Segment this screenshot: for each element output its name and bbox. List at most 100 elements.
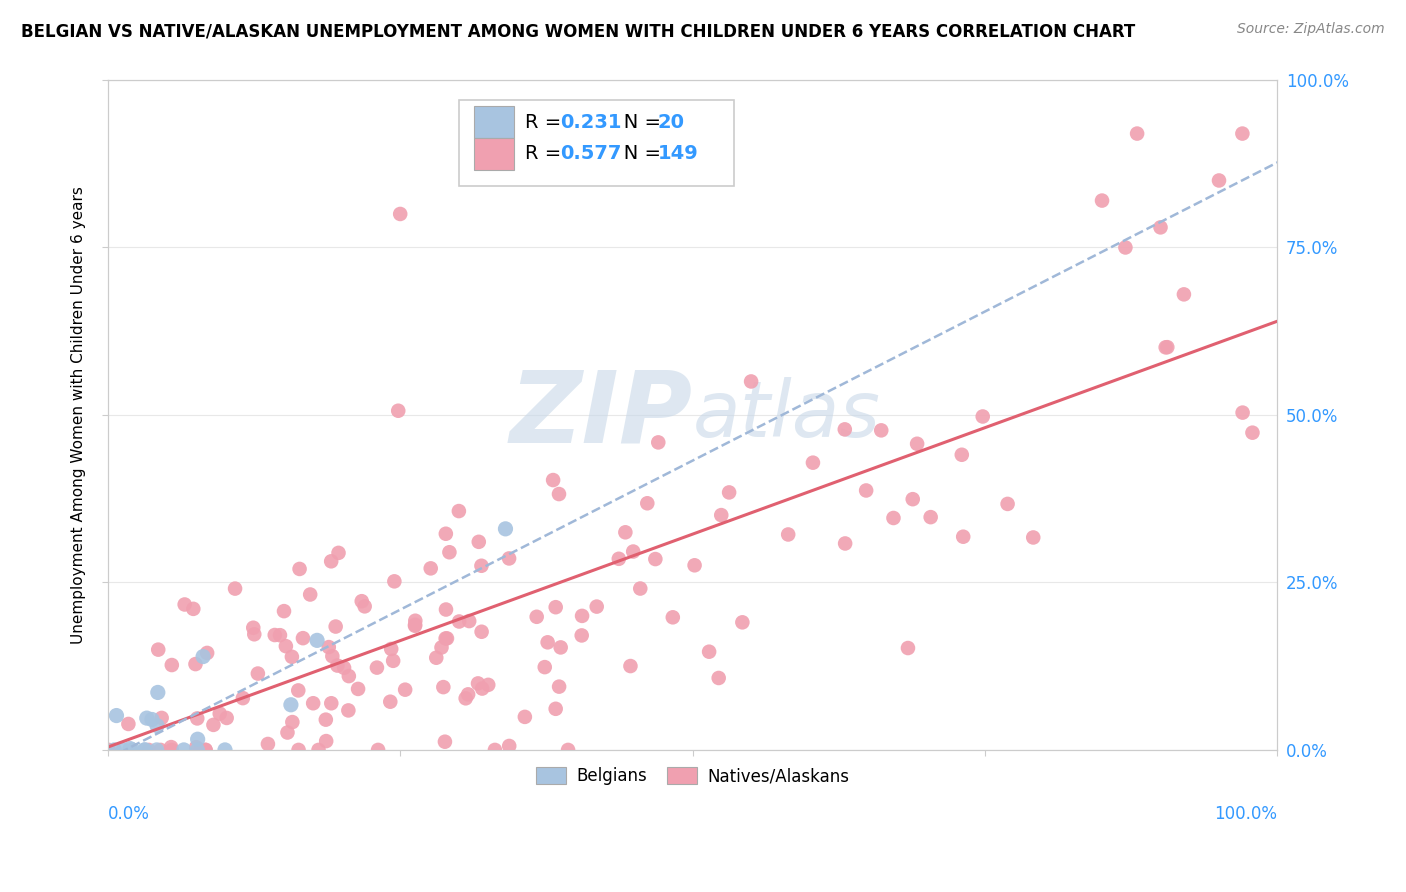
Point — [882, 511, 904, 525]
Point — [134, 743, 156, 757]
Point — [350, 594, 373, 608]
Point — [246, 666, 269, 681]
Point — [353, 599, 375, 614]
FancyBboxPatch shape — [458, 100, 734, 186]
Point — [834, 422, 856, 436]
Point — [1232, 406, 1254, 420]
Point — [1154, 340, 1177, 354]
Point — [321, 554, 343, 568]
Point — [471, 624, 494, 639]
Point — [997, 497, 1019, 511]
Point — [287, 743, 309, 757]
Text: N =: N = — [605, 112, 668, 132]
Point — [215, 711, 238, 725]
Point — [778, 527, 800, 541]
Point — [291, 631, 314, 645]
Point — [194, 743, 217, 757]
FancyBboxPatch shape — [474, 106, 513, 138]
Point — [710, 508, 733, 522]
Point — [302, 696, 325, 710]
Text: 0.577: 0.577 — [561, 145, 621, 163]
Point — [1156, 340, 1178, 354]
Point — [186, 743, 208, 757]
Point — [1232, 127, 1254, 141]
Point — [1149, 220, 1171, 235]
Point — [952, 530, 974, 544]
Point — [513, 710, 536, 724]
Point — [434, 526, 457, 541]
Point — [477, 678, 499, 692]
Point — [526, 609, 548, 624]
Point — [619, 659, 641, 673]
Point — [387, 403, 409, 417]
Point — [901, 492, 924, 507]
Point — [471, 681, 494, 696]
Point — [273, 604, 295, 618]
Point — [315, 734, 337, 748]
Point — [333, 661, 356, 675]
Point — [380, 695, 402, 709]
Text: atlas: atlas — [693, 377, 880, 453]
Point — [548, 487, 571, 501]
Point — [382, 574, 405, 589]
Point — [263, 628, 285, 642]
Point — [404, 619, 426, 633]
Text: 100.0%: 100.0% — [1215, 805, 1278, 823]
Text: N =: N = — [605, 145, 668, 163]
Point — [432, 680, 454, 694]
Point — [187, 732, 209, 747]
Point — [647, 435, 669, 450]
Point — [224, 582, 246, 596]
Point — [389, 207, 412, 221]
Point — [662, 610, 685, 624]
Point — [181, 602, 204, 616]
Point — [287, 683, 309, 698]
Text: BELGIAN VS NATIVE/ALASKAN UNEMPLOYMENT AMONG WOMEN WITH CHILDREN UNDER 6 YEARS C: BELGIAN VS NATIVE/ALASKAN UNEMPLOYMENT A… — [21, 22, 1135, 40]
Point — [731, 615, 754, 630]
Point — [498, 739, 520, 753]
Point — [276, 725, 298, 739]
Point — [636, 496, 658, 510]
Point — [454, 691, 477, 706]
Point — [467, 676, 489, 690]
Point — [328, 546, 350, 560]
Point — [447, 504, 470, 518]
Point — [308, 743, 330, 757]
Point — [173, 598, 195, 612]
Point — [498, 551, 520, 566]
Point — [707, 671, 730, 685]
Point — [307, 633, 329, 648]
Point — [457, 687, 479, 701]
Point — [1173, 287, 1195, 301]
Point — [1241, 425, 1264, 440]
Point — [905, 437, 928, 451]
FancyBboxPatch shape — [474, 137, 513, 169]
Point — [683, 558, 706, 573]
Point — [495, 522, 517, 536]
Point — [614, 525, 637, 540]
Point — [972, 409, 994, 424]
Point — [150, 711, 173, 725]
Point — [367, 743, 389, 757]
Point — [801, 456, 824, 470]
Point — [740, 375, 762, 389]
Point — [160, 740, 183, 755]
Point — [269, 628, 291, 642]
Text: 149: 149 — [658, 145, 699, 163]
Point — [288, 562, 311, 576]
Point — [434, 602, 457, 616]
Point — [557, 743, 579, 757]
Point — [208, 706, 231, 721]
Text: 0.231: 0.231 — [561, 112, 621, 132]
Point — [537, 635, 560, 649]
Point — [242, 621, 264, 635]
Point — [484, 743, 506, 757]
Point — [834, 536, 856, 550]
Point — [380, 642, 402, 657]
Point — [404, 614, 426, 628]
Point — [318, 640, 340, 654]
Point — [571, 628, 593, 642]
Point — [97, 743, 120, 757]
Point — [1091, 194, 1114, 208]
Point — [121, 743, 143, 757]
